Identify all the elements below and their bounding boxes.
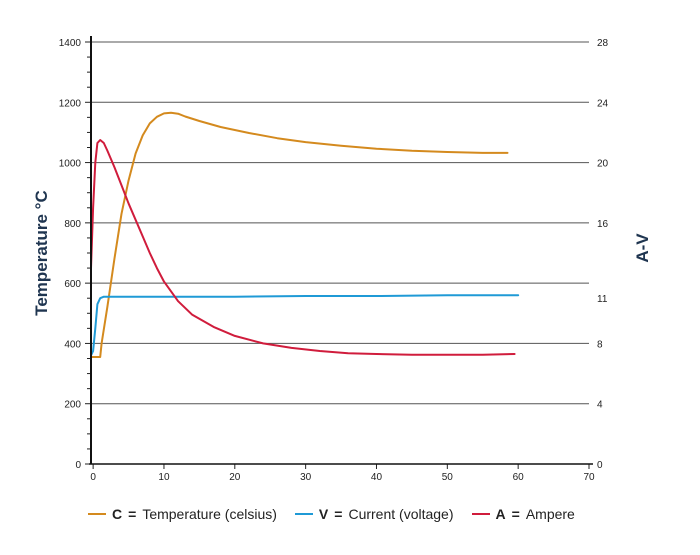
legend-equals-ampere: = (511, 506, 520, 522)
legend-swatch-ampere (471, 513, 490, 515)
series-line-C (90, 111, 509, 358)
y2-tick-label: 0 (597, 460, 603, 471)
legend-label-current: Current (voltage) (348, 506, 454, 522)
legend-item-current: V = Current (voltage) (294, 506, 454, 522)
legend-label-ampere: Ampere (525, 506, 575, 522)
series-line-V (90, 294, 520, 357)
series-lines (90, 111, 520, 358)
legend-key-temperature: C (112, 506, 123, 522)
right-axis-title: A-V (633, 233, 652, 263)
legend-equals-temperature: = (128, 506, 137, 522)
legend: C = Temperature (celsius) V = Current (v… (88, 502, 575, 526)
tick-labels: 0 200 400 600 800 1000 1200 1400 0 4 8 11 16 20 24 28 0 1… (59, 38, 609, 483)
y-tick-label: 1000 (59, 159, 82, 170)
legend-swatch-current (294, 513, 313, 515)
axes (89, 36, 593, 469)
horizontal-gridlines (91, 41, 589, 405)
legend-key-ampere: A (495, 506, 506, 522)
legend-key-current: V (318, 506, 329, 522)
x-tick-label: 40 (371, 472, 383, 483)
legend-label-temperature: Temperature (celsius) (142, 506, 277, 522)
y-tick-label: 0 (75, 460, 81, 471)
y-tick-label: 600 (64, 279, 81, 290)
x-tick-label: 10 (158, 472, 170, 483)
x-tick-label: 30 (300, 472, 312, 483)
y2-tick-label: 28 (597, 38, 609, 49)
x-tick-label: 20 (229, 472, 241, 483)
y-tick-label: 1400 (59, 38, 82, 49)
y2-tick-label: 11 (597, 294, 608, 305)
legend-item-ampere: A = Ampere (471, 506, 575, 522)
series-line-A (90, 139, 516, 356)
y2-tick-label: 16 (597, 219, 609, 230)
y2-tick-label: 20 (597, 159, 609, 170)
x-tick-label: 50 (442, 472, 454, 483)
line-chart: 0 200 400 600 800 1000 1200 1400 0 4 8 11 16 20 24 28 0 1… (32, 36, 652, 483)
y2-tick-label: 8 (597, 339, 603, 350)
x-tick-label: 60 (513, 472, 525, 483)
y2-tick-label: 4 (597, 400, 603, 411)
y-tick-label: 400 (64, 339, 81, 350)
x-tick-label: 0 (90, 472, 96, 483)
y-tick-label: 200 (64, 400, 81, 411)
legend-equals-current: = (334, 506, 343, 522)
legend-swatch-temperature (88, 513, 106, 515)
y2-tick-label: 24 (597, 98, 609, 109)
x-tick-label: 70 (583, 472, 595, 483)
y-tick-label: 800 (64, 219, 81, 230)
legend-item-temperature: C = Temperature (celsius) (88, 506, 277, 522)
y-tick-label: 1200 (59, 98, 82, 109)
left-axis-title: Temperature °C (32, 190, 51, 316)
